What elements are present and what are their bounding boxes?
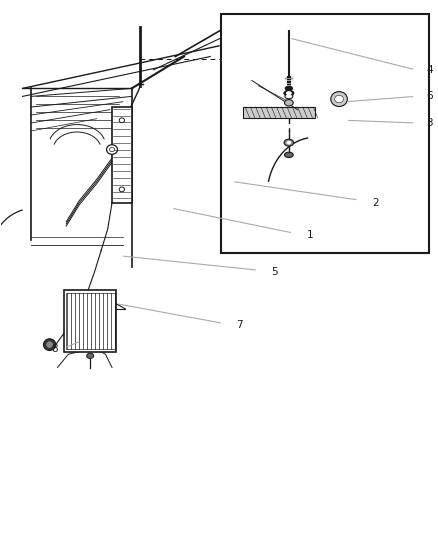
Ellipse shape xyxy=(287,92,291,94)
Ellipse shape xyxy=(285,94,293,99)
Polygon shape xyxy=(243,107,315,118)
Ellipse shape xyxy=(106,145,117,155)
Ellipse shape xyxy=(43,339,56,351)
Ellipse shape xyxy=(335,95,343,103)
Ellipse shape xyxy=(287,141,291,144)
Ellipse shape xyxy=(284,139,293,146)
Bar xyxy=(66,293,115,350)
Text: 3: 3 xyxy=(426,118,433,128)
Bar xyxy=(221,14,428,253)
Bar xyxy=(112,107,132,203)
Ellipse shape xyxy=(87,353,94,359)
Ellipse shape xyxy=(285,100,293,106)
Ellipse shape xyxy=(110,148,115,152)
Ellipse shape xyxy=(119,187,124,192)
Text: 4: 4 xyxy=(426,65,433,75)
Text: 5: 5 xyxy=(272,267,278,277)
Ellipse shape xyxy=(284,91,293,96)
Text: 7: 7 xyxy=(237,320,243,330)
Text: 8: 8 xyxy=(51,344,57,354)
Text: 6: 6 xyxy=(426,91,433,101)
Text: 2: 2 xyxy=(372,198,378,208)
Ellipse shape xyxy=(286,86,292,91)
Bar xyxy=(64,290,117,352)
Ellipse shape xyxy=(46,342,53,348)
Ellipse shape xyxy=(285,152,293,158)
Ellipse shape xyxy=(119,118,124,123)
Ellipse shape xyxy=(331,92,347,107)
Text: 1: 1 xyxy=(306,230,313,240)
